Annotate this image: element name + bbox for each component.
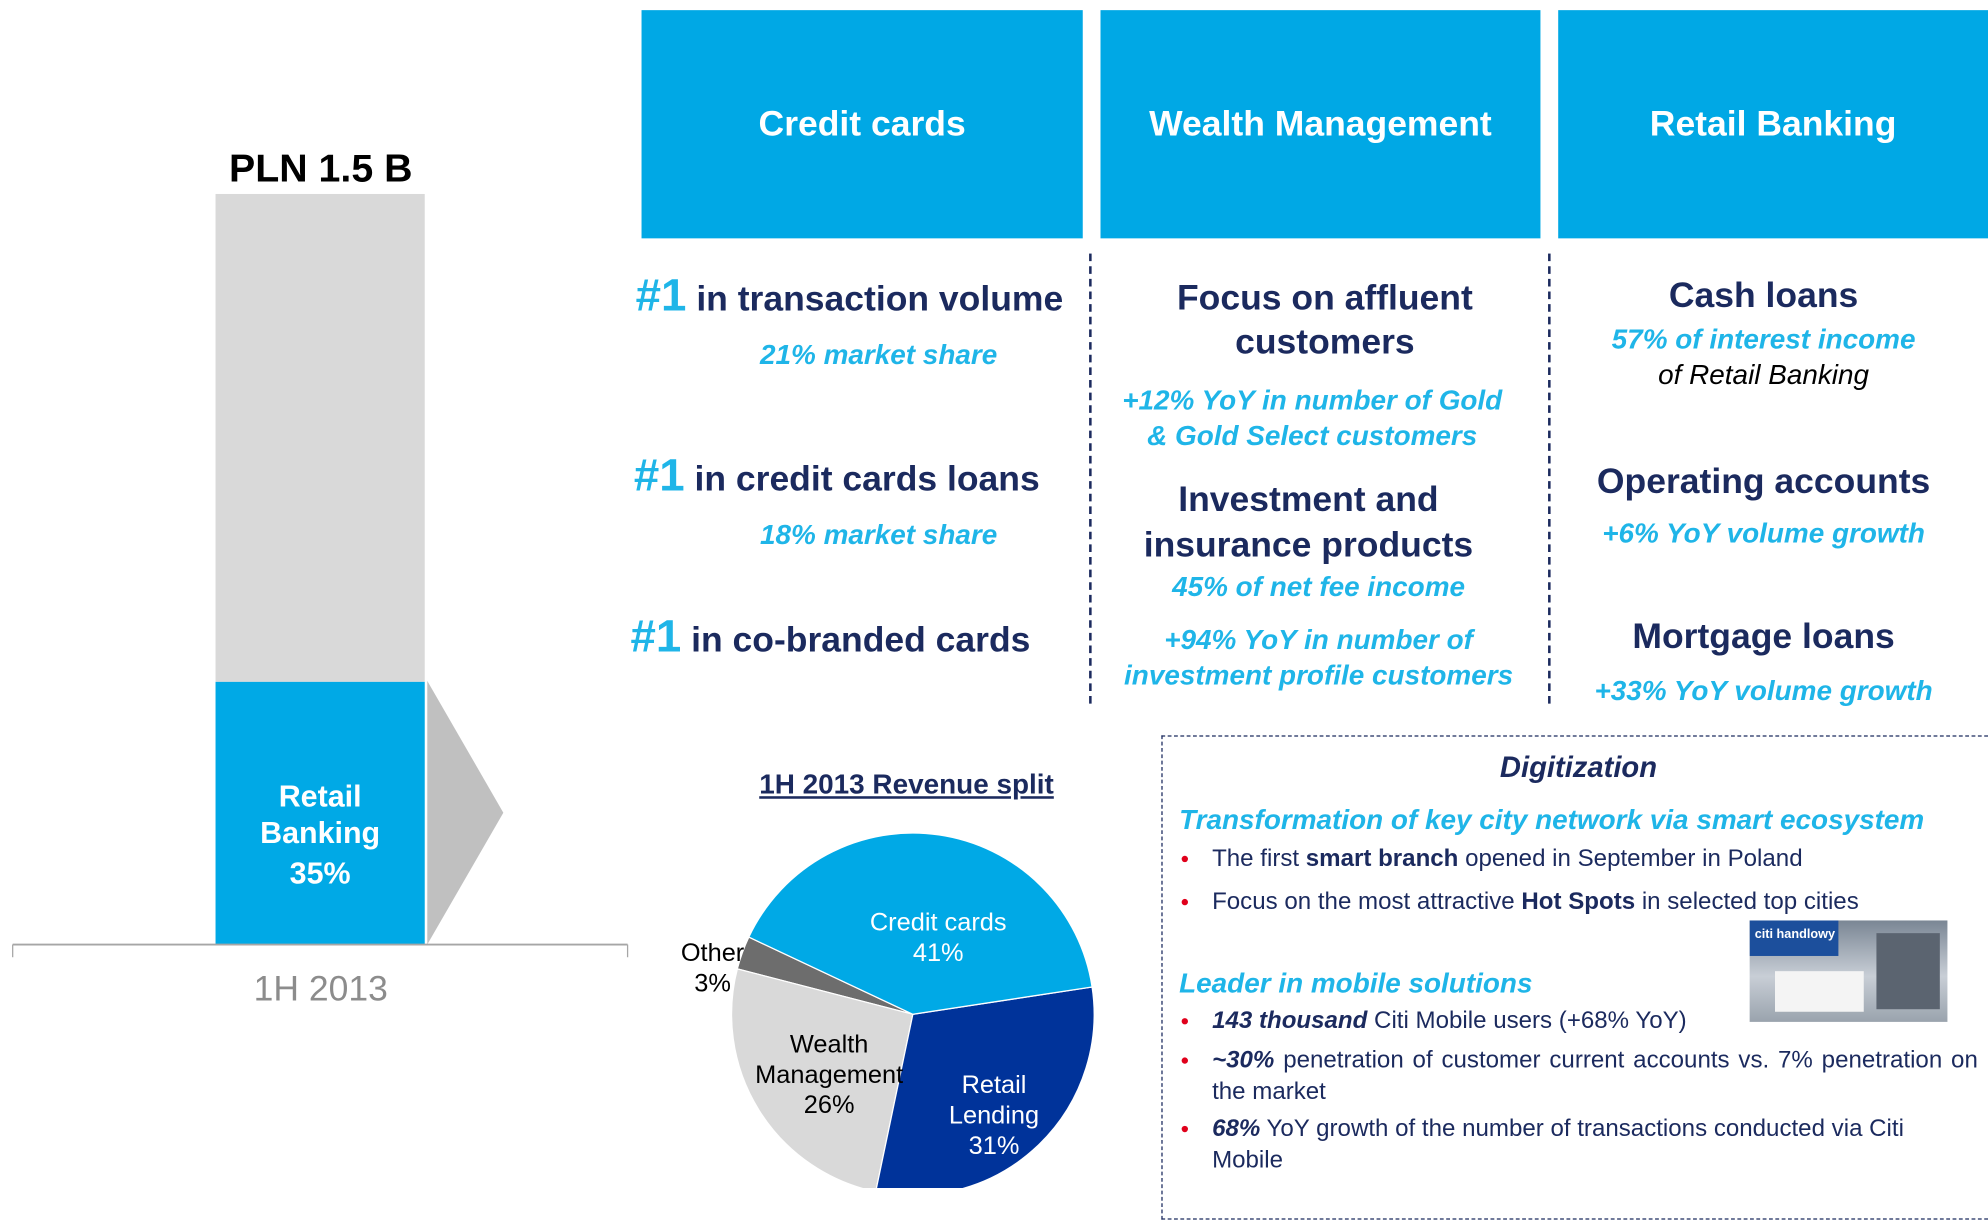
- slice-name: Retail Lending: [937, 1070, 1051, 1131]
- title: Cash loans: [1561, 278, 1967, 314]
- slice-value: 3%: [668, 969, 757, 999]
- text: Citi Mobile users (+68% YoY): [1367, 1008, 1686, 1035]
- rank-title: in co-branded cards: [691, 620, 1030, 659]
- detail: +94% YoY in number of: [1090, 626, 1546, 654]
- slice-name: Credit cards: [830, 908, 1046, 938]
- note: of Retail Banking: [1561, 361, 1967, 389]
- rank-title: in transaction volume: [696, 279, 1063, 318]
- bullet: 68% YoY growth of the number of transact…: [1212, 1113, 1980, 1176]
- slice-value: 41%: [830, 938, 1046, 968]
- text: opened in September in Poland: [1458, 846, 1802, 873]
- page: PLN 1.5 B 1H 2013 Retail Banking 35% Cre…: [0, 0, 1988, 1188]
- title: Mortgage loans: [1561, 619, 1967, 655]
- bullet: The first smart branch opened in Septemb…: [1212, 843, 1973, 875]
- segment-label: Retail Banking: [241, 778, 399, 852]
- column-header: Credit cards: [642, 10, 1083, 238]
- divider: [1548, 254, 1551, 704]
- strong: smart branch: [1306, 846, 1459, 873]
- x-tick-label: 1H 2013: [152, 971, 489, 1007]
- bar-title: PLN 1.5 B: [152, 148, 489, 187]
- slice-name: Wealth Management: [740, 1030, 918, 1091]
- column-header: Retail Banking: [1558, 10, 1988, 238]
- slice-value: 31%: [937, 1131, 1051, 1161]
- rank-line: #1 in transaction volume: [609, 273, 1091, 319]
- title: insurance products: [1080, 527, 1536, 563]
- slide: PLN 1.5 B 1H 2013 Retail Banking 35% Cre…: [0, 0, 1988, 1188]
- strong: 143 thousand: [1212, 1008, 1367, 1035]
- bullet: ~30% penetration of customer current acc…: [1212, 1045, 1978, 1108]
- detail: +6% YoY volume growth: [1561, 520, 1967, 548]
- arrow: [427, 681, 503, 945]
- rank: #1: [636, 269, 687, 321]
- detail: 21% market share: [634, 341, 1123, 369]
- title: customers: [1097, 325, 1553, 361]
- title: Operating accounts: [1561, 464, 1967, 500]
- photo: citi handlowy: [1750, 920, 1948, 1021]
- photo-window: [1876, 933, 1939, 1009]
- rank: #1: [634, 449, 685, 501]
- bar-segment: [216, 194, 425, 682]
- sign-text: citi handlowy: [1755, 928, 1835, 942]
- detail: & Gold Select customers: [1084, 422, 1540, 450]
- text: Focus on the most attractive: [1212, 889, 1521, 916]
- rank: #1: [630, 610, 681, 662]
- column-header: Wealth Management: [1101, 10, 1541, 238]
- strong: Hot Spots: [1521, 889, 1635, 916]
- section-title: Leader in mobile solutions: [1179, 970, 1532, 998]
- title: Focus on affluent: [1097, 280, 1553, 316]
- section-title: Transformation of key city network via s…: [1179, 806, 1924, 834]
- box-title: Digitization: [1395, 753, 1763, 782]
- rank-line: #1 in co-branded cards: [590, 614, 1072, 660]
- value-label: 35%: [216, 860, 425, 890]
- detail: +12% YoY in number of Gold: [1084, 387, 1540, 415]
- text: YoY growth of the number of transactions…: [1212, 1116, 1904, 1174]
- pie-title: 1H 2013 Revenue split: [685, 771, 1129, 799]
- detail: 57% of interest income: [1561, 326, 1967, 354]
- rank-line: #1 in credit cards loans: [596, 453, 1078, 499]
- text: in selected top cities: [1635, 889, 1859, 916]
- detail: 45% of net fee income: [1090, 573, 1546, 601]
- slice-value: 26%: [740, 1090, 918, 1120]
- detail: +33% YoY volume growth: [1561, 677, 1967, 705]
- text: The first: [1212, 846, 1306, 873]
- rank-title: in credit cards loans: [694, 459, 1039, 498]
- bullet: Focus on the most attractive Hot Spots i…: [1212, 886, 1865, 918]
- slice-name: Other: [668, 938, 757, 968]
- strong: 68%: [1212, 1116, 1260, 1143]
- title: Investment and: [1080, 482, 1536, 518]
- bullet: 143 thousand Citi Mobile users (+68% YoY…: [1212, 1005, 1745, 1037]
- text: penetration of customer current accounts…: [1212, 1047, 1978, 1105]
- detail: 18% market share: [634, 521, 1123, 549]
- detail: investment profile customers: [1090, 662, 1546, 690]
- strong: ~30%: [1212, 1047, 1274, 1074]
- photo-counter: [1775, 971, 1864, 1012]
